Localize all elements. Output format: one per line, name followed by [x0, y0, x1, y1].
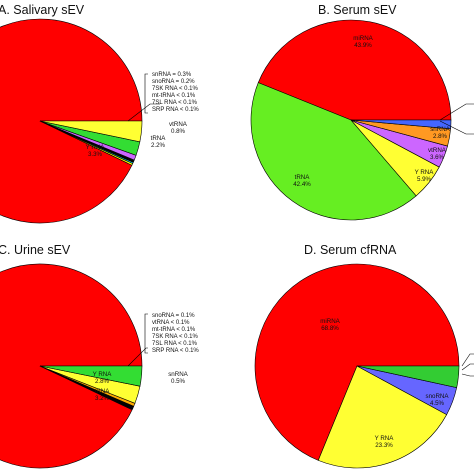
pie-slice-trna: [250, 82, 417, 221]
slice-label-name: snRNA: [430, 126, 450, 133]
panel-title: D. Serum cfRNA: [304, 243, 397, 257]
note-line: 7SK RNA < 0.1%: [152, 86, 199, 92]
pie-slice-y-rna: [39, 120, 143, 143]
note-line: snoRNA = 0.2%: [152, 79, 195, 85]
leader-line: [439, 103, 474, 121]
note-line: 7SK RNA < 0.1%: [152, 334, 199, 340]
pie-slice-mirna: [257, 19, 452, 121]
slice-label-value: 3.6%: [430, 154, 445, 161]
slice-label-name: Y RNA: [375, 435, 395, 442]
pie-slices: [250, 19, 452, 221]
note-bracket: [144, 73, 148, 114]
minor-categories-note: snRNA = 0.3% snoRNA = 0.2% 7SK RNA < 0.1…: [152, 72, 199, 113]
note-line: snoRNA = 0.1%: [152, 313, 195, 319]
note-bracket: [144, 313, 148, 354]
slice-label-value: 5.9%: [417, 176, 432, 183]
pie-slice-mirna: [254, 263, 460, 461]
slice-labels: Y RNA 3.3% tRNA 2.2% vtRNA 0.8%: [86, 121, 188, 158]
slice-label-name: miRNA: [320, 318, 340, 325]
panel-serum-cfrna: D. Serum cfRNA miRNA 68.8% Y RNA 23.3% s…: [254, 243, 474, 469]
note-line: SRP RNA < 0.1%: [152, 348, 199, 354]
leader-line: [439, 120, 474, 135]
slice-labels: miRNA 68.8% Y RNA 23.3% snoRNA 4.5%: [320, 318, 449, 449]
pie-slice-other: [350, 119, 452, 130]
slice-label-value: 3.3%: [88, 151, 103, 158]
leader-line: [461, 363, 474, 371]
slice-labels: miRNA 43.9% tRNA 42.4% Y RNA 5.9% vtRNA …: [293, 35, 450, 188]
leader-lines: [461, 353, 474, 377]
note-line: SRP RNA < 0.1%: [152, 107, 199, 113]
pie-slice-other: [356, 365, 460, 388]
slice-label-name: tRNA: [95, 388, 111, 395]
slice-label-value: 4.5%: [430, 400, 445, 407]
slice-label-value: 2.8%: [95, 378, 110, 385]
slice-label-value: 3.2%: [95, 395, 110, 402]
minor-categories-note: snoRNA = 0.1% vtRNA < 0.1% mt-tRNA < 0.1…: [152, 313, 199, 354]
slice-label-value: 42.4%: [293, 181, 311, 188]
slice-label-value: 2.8%: [433, 133, 448, 140]
leader-line: [461, 373, 474, 377]
slice-label-name: tRNA: [151, 135, 167, 142]
slice-label-name: vtRNA: [428, 147, 447, 154]
leader-lines: [127, 73, 160, 122]
pie-slice-y-rna: [317, 365, 448, 469]
note-line: mt-tRNA < 0.1%: [152, 93, 196, 99]
leader-line: [127, 347, 148, 367]
slice-label-value: 68.8%: [321, 325, 339, 332]
panel-serum-sev: B. Serum sEV miRNA 43.9% tRNA 42.4% Y RN…: [250, 3, 474, 221]
slice-label-value: 43.9%: [354, 42, 372, 49]
note-line: snRNA = 0.3%: [152, 72, 192, 78]
slice-label-value: 0.5%: [171, 378, 186, 385]
slice-label-name: Y RNA: [415, 169, 435, 176]
slice-label-name: vtRNA: [169, 121, 188, 128]
pie-slices: [254, 263, 460, 469]
slice-label-name: snoRNA: [425, 393, 449, 400]
panel-title: B. Serum sEV: [318, 3, 397, 17]
slice-label-value: 2.2%: [151, 142, 166, 149]
slice-label-value: 0.8%: [171, 128, 186, 135]
pie-slice-trna: [39, 365, 143, 387]
slice-label-value: 23.3%: [375, 442, 393, 449]
slice-label-name: Y RNA: [86, 144, 106, 151]
pie-slices: [0, 263, 143, 469]
leader-lines: [127, 313, 148, 367]
panel-urine-sev: C. Urine sEV Y RNA 2.8% tRNA 3.2% snRNA …: [0, 243, 199, 469]
panel-title: A. Salivary sEV: [0, 3, 85, 17]
slice-labels: Y RNA 2.8% tRNA 3.2% snRNA 0.5%: [93, 371, 189, 402]
slice-label-name: Y RNA: [93, 371, 113, 378]
pie-slices: [0, 18, 143, 224]
slice-label-name: snRNA: [168, 371, 188, 378]
panel-title: C. Urine sEV: [0, 243, 71, 257]
note-line: 7SL RNA < 0.1%: [152, 341, 198, 347]
slice-label-name: tRNA: [295, 174, 311, 181]
note-line: 7SL RNA < 0.1%: [152, 100, 198, 106]
note-line: vtRNA < 0.1%: [152, 320, 190, 326]
note-line: mt-tRNA < 0.1%: [152, 327, 196, 333]
leader-line: [461, 353, 474, 367]
slice-label-name: miRNA: [353, 35, 373, 42]
leader-lines: [439, 103, 474, 135]
panel-salivary-sev: A. Salivary sEV Y RNA 3.3% tRNA 2.2% vtR…: [0, 3, 199, 224]
leader-line: [127, 103, 160, 122]
